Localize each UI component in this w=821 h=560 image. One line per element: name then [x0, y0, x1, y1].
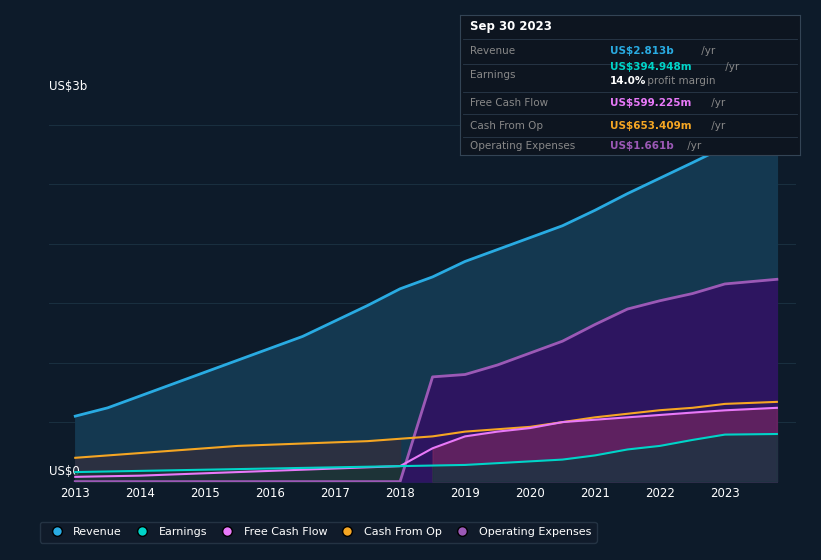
Text: /yr: /yr — [698, 46, 715, 57]
Text: US$2.813b: US$2.813b — [610, 46, 673, 57]
Text: Free Cash Flow: Free Cash Flow — [470, 98, 548, 108]
Text: US$394.948m: US$394.948m — [610, 63, 691, 72]
Text: Revenue: Revenue — [470, 46, 516, 57]
Text: profit margin: profit margin — [644, 77, 715, 86]
Text: US$0: US$0 — [49, 465, 80, 478]
Text: /yr: /yr — [722, 63, 739, 72]
Text: US$599.225m: US$599.225m — [610, 98, 691, 108]
Text: US$1.661b: US$1.661b — [610, 141, 673, 151]
Text: Earnings: Earnings — [470, 69, 516, 80]
Text: /yr: /yr — [709, 120, 726, 130]
Legend: Revenue, Earnings, Free Cash Flow, Cash From Op, Operating Expenses: Revenue, Earnings, Free Cash Flow, Cash … — [40, 521, 597, 543]
Text: US$3b: US$3b — [49, 80, 88, 93]
Text: Cash From Op: Cash From Op — [470, 120, 544, 130]
Text: US$653.409m: US$653.409m — [610, 120, 691, 130]
Text: /yr: /yr — [709, 98, 726, 108]
Text: /yr: /yr — [685, 141, 702, 151]
Text: 14.0%: 14.0% — [610, 77, 646, 86]
Text: Operating Expenses: Operating Expenses — [470, 141, 576, 151]
Text: Sep 30 2023: Sep 30 2023 — [470, 20, 552, 32]
